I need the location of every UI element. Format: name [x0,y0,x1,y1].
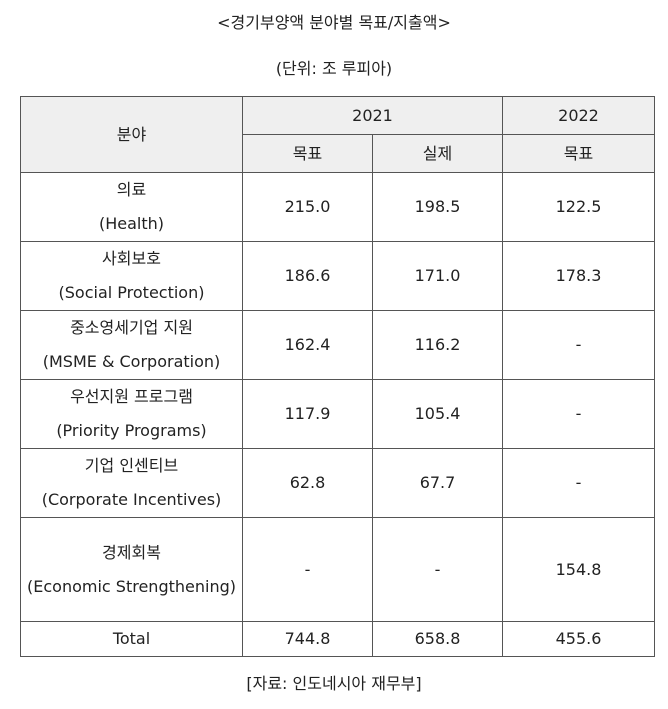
table-row: 기업 인센티브 (Corporate Incentives) 62.8 67.7… [20,448,655,518]
total-target-2021: 744.8 [242,621,373,657]
category-en: (Corporate Incentives) [41,490,222,509]
category-ko: 의료 [116,180,147,199]
target-2022-cell: 122.5 [502,172,655,242]
category-en: (MSME & Corporation) [42,352,221,371]
target-2022-cell: 178.3 [502,241,655,311]
actual-2021-cell: 105.4 [372,379,503,449]
table-title: <경기부양액 분야별 목표/지출액> [217,13,451,32]
category-en: (Health) [98,214,165,233]
target-2022-cell: 154.8 [502,517,655,622]
table-row: 의료 (Health) 215.0 198.5 122.5 [20,172,655,242]
header-target-2021: 목표 [242,134,373,173]
category-ko: 우선지원 프로그램 [70,387,193,406]
table-row: 경제회복 (Economic Strengthening) - - 154.8 [20,517,655,622]
actual-2021-cell: 171.0 [372,241,503,311]
target-2021-cell: 215.0 [242,172,373,242]
target-2021-cell: 117.9 [242,379,373,449]
category-cell: 사회보호 (Social Protection) [20,241,243,311]
category-ko: 사회보호 [102,249,161,268]
header-target-2022: 목표 [502,134,655,173]
total-target-2022: 455.6 [502,621,655,657]
total-row: Total 744.8 658.8 455.6 [20,621,655,657]
category-cell: 경제회복 (Economic Strengthening) [20,517,243,622]
actual-2021-cell: - [372,517,503,622]
total-actual-2021: 658.8 [372,621,503,657]
category-cell: 기업 인센티브 (Corporate Incentives) [20,448,243,518]
header-year-2021: 2021 [242,96,503,135]
target-2022-cell: - [502,310,655,380]
unit-note: (단위: 조 루피아) [275,59,393,78]
target-2021-cell: 186.6 [242,241,373,311]
actual-2021-cell: 116.2 [372,310,503,380]
target-2022-cell: - [502,448,655,518]
header-category: 분야 [20,96,243,173]
header-year-2022: 2022 [502,96,655,135]
target-2022-cell: - [502,379,655,449]
category-en: (Economic Strengthening) [27,576,236,596]
total-label: Total [20,621,243,657]
table-row: 사회보호 (Social Protection) 186.6 171.0 178… [20,241,655,311]
category-cell: 의료 (Health) [20,172,243,242]
stimulus-table: 분야 2021 2022 목표 실제 목표 의료 (Health) 215.0 … [20,96,655,657]
category-en: (Social Protection) [58,283,205,302]
table-row: 우선지원 프로그램 (Priority Programs) 117.9 105.… [20,379,655,449]
header-actual-2021: 실제 [372,134,503,173]
category-ko: 경제회복 [102,542,161,562]
category-ko: 중소영세기업 지원 [70,318,193,337]
actual-2021-cell: 67.7 [372,448,503,518]
category-en: (Priority Programs) [56,421,207,440]
category-cell: 중소영세기업 지원 (MSME & Corporation) [20,310,243,380]
source-note: [자료: 인도네시아 재무부] [246,674,422,693]
category-ko: 기업 인센티브 [84,456,179,475]
actual-2021-cell: 198.5 [372,172,503,242]
category-cell: 우선지원 프로그램 (Priority Programs) [20,379,243,449]
target-2021-cell: - [242,517,373,622]
target-2021-cell: 162.4 [242,310,373,380]
target-2021-cell: 62.8 [242,448,373,518]
table-row: 중소영세기업 지원 (MSME & Corporation) 162.4 116… [20,310,655,380]
